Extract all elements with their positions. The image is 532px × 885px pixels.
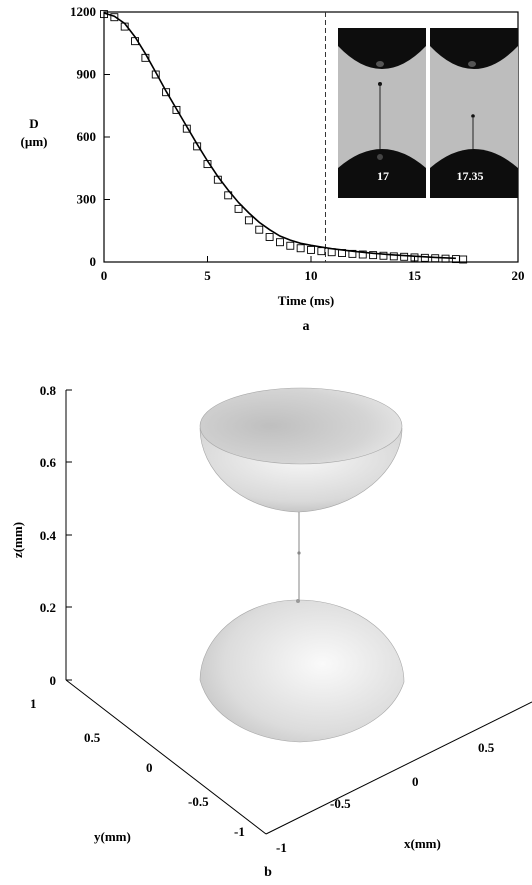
inset-photo-1: 17 <box>338 28 426 198</box>
upper-bowl-surface <box>199 387 403 513</box>
data-point <box>358 250 367 259</box>
data-point <box>389 252 398 261</box>
y-tick-label: 1200 <box>70 4 96 19</box>
z-tick-label: 0.2 <box>40 600 56 615</box>
data-point <box>317 247 326 256</box>
inset-label-2: 17.35 <box>457 169 484 183</box>
satellite-droplet <box>297 551 301 555</box>
data-point <box>276 238 284 247</box>
y-tick-label: -1 <box>234 824 245 839</box>
panel-letter-b: b <box>264 865 272 880</box>
x-ticks: 0 5 10 15 20 <box>101 256 525 283</box>
data-point <box>410 253 419 262</box>
x-tick-label: 20 <box>512 268 525 283</box>
data-point <box>400 252 409 261</box>
y-tick-label: 1 <box>30 696 37 711</box>
x-tick-label: 0.5 <box>478 740 495 755</box>
data-point <box>100 10 108 19</box>
data-point <box>213 175 222 184</box>
x-tick-label: 0 <box>412 774 419 789</box>
data-point <box>369 251 378 260</box>
x-tick-label: 10 <box>305 268 318 283</box>
x-tick-label: 0 <box>101 268 108 283</box>
data-point <box>255 225 264 234</box>
data-point <box>224 191 233 200</box>
data-point <box>172 105 181 114</box>
z-tick-label: 0.8 <box>40 383 57 398</box>
inset-photo-2: 17.35 <box>430 28 518 198</box>
panel-a: 0 300 600 900 1200 0 5 10 15 20 17 17.35 <box>21 4 525 334</box>
x-tick-label: -0.5 <box>330 796 351 811</box>
x-axis-line <box>265 701 532 835</box>
z-tick-label: 0.4 <box>40 528 57 543</box>
y-ticks-3d: 1 0.5 0 -0.5 -1 <box>30 696 245 839</box>
x-tick-label: -1 <box>276 840 287 855</box>
y-tick-label: 0 <box>90 254 97 269</box>
y-tick-label: 300 <box>77 192 97 207</box>
data-point <box>234 204 243 213</box>
data-point <box>193 142 202 151</box>
data-point <box>327 248 336 257</box>
y-axis-line <box>65 679 267 835</box>
x-tick-label: 15 <box>408 268 422 283</box>
data-point <box>431 254 440 263</box>
y-tick-label: 900 <box>77 67 97 82</box>
x-ticks-3d: -1 -0.5 0 0.5 <box>276 740 495 855</box>
y-tick-label: -0.5 <box>188 794 209 809</box>
y-tick-label: 0 <box>146 760 153 775</box>
data-point <box>131 37 140 46</box>
y-tick-label: 600 <box>77 129 97 144</box>
y-tick-label: 0.5 <box>84 730 101 745</box>
y-axis-label-3d: y(mm) <box>94 829 131 844</box>
x-axis-label-3d: x(mm) <box>404 836 441 851</box>
y-axis-label-line2: (µm) <box>21 134 48 149</box>
data-point <box>120 22 129 31</box>
z-tick-label: 0 <box>50 673 57 688</box>
x-axis-label: Time (ms) <box>278 293 334 308</box>
data-point <box>141 53 150 62</box>
data-point <box>244 216 253 225</box>
data-point <box>265 233 274 241</box>
panel-letter-a: a <box>303 319 310 334</box>
data-point <box>379 251 388 260</box>
data-point <box>286 241 295 250</box>
z-axis-label: z(mm) <box>10 522 25 558</box>
data-point <box>151 70 160 79</box>
data-point <box>348 249 357 258</box>
data-point <box>296 244 305 253</box>
data-point <box>203 160 212 169</box>
z-tick-label: 0.6 <box>40 455 57 470</box>
data-point <box>420 253 429 262</box>
data-point <box>441 254 450 263</box>
data-point <box>459 255 468 264</box>
panel-b: 0 0.2 0.4 0.6 0.8 1 0.5 0 -0.5 -1 -1 -0.… <box>10 383 532 880</box>
y-ticks: 0 300 600 900 1200 <box>70 4 110 269</box>
data-point <box>162 88 171 97</box>
data-point <box>182 124 191 133</box>
data-point <box>338 249 346 257</box>
series-measured-markers <box>100 10 468 264</box>
inset-label-1: 17 <box>377 169 389 183</box>
data-point <box>307 245 315 254</box>
data-point <box>110 13 119 22</box>
z-ticks: 0 0.2 0.4 0.6 0.8 <box>40 383 72 688</box>
lower-dome-surface <box>199 599 405 743</box>
x-tick-label: 5 <box>204 268 211 283</box>
y-axis-label-line1: D <box>29 116 38 131</box>
